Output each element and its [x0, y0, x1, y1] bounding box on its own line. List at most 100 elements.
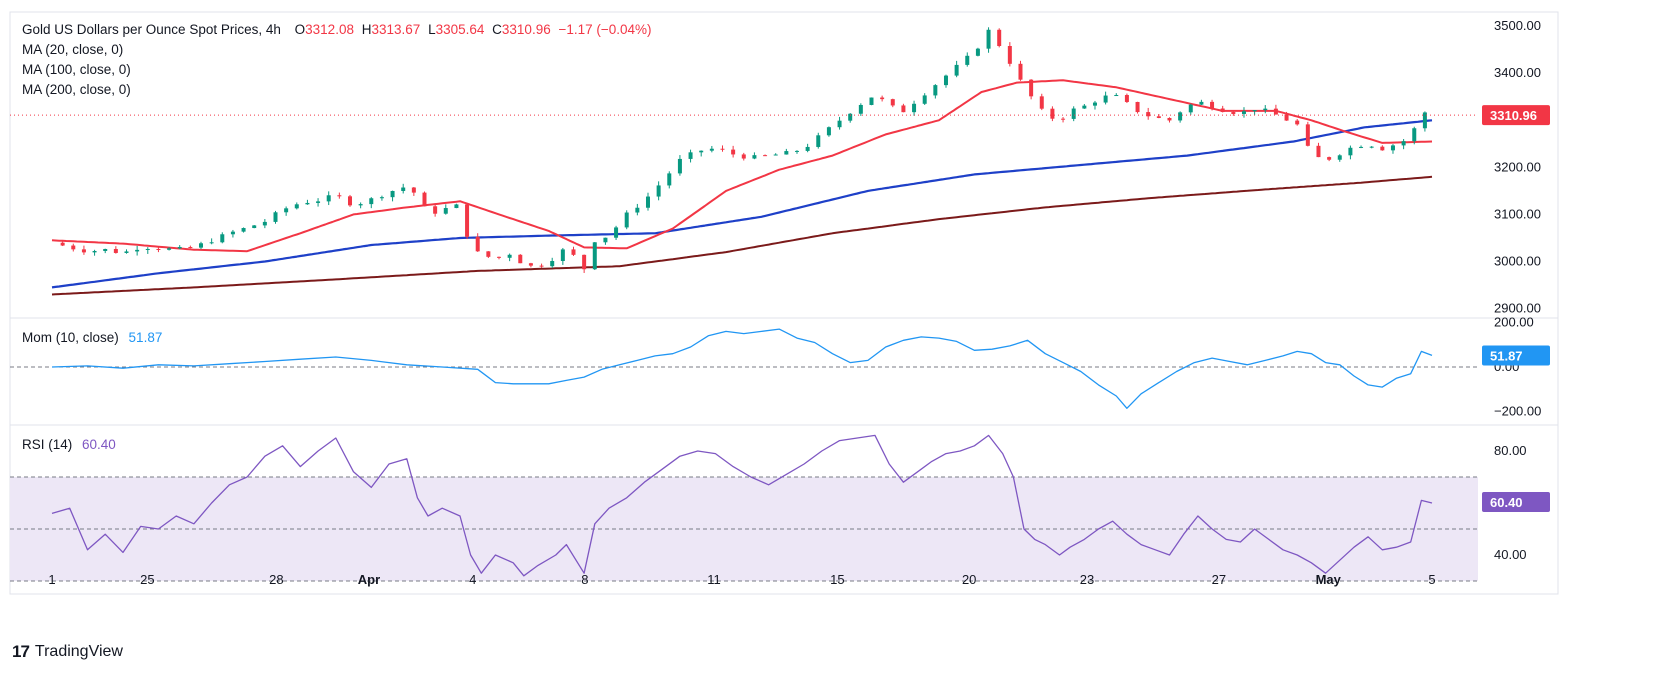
price-legend: Gold US Dollars per Ounce Spot Prices, 4… — [22, 22, 652, 37]
candle-down — [1284, 114, 1289, 121]
candle-down — [1039, 96, 1044, 109]
candle-up — [614, 227, 619, 238]
momentum-value-tag-bg — [1482, 345, 1550, 366]
candle-up — [273, 212, 278, 222]
close-label: C — [492, 22, 502, 37]
high-value: 3313.67 — [371, 22, 421, 37]
candle-down — [1050, 108, 1055, 119]
candle-up — [369, 198, 374, 205]
last-price-tag: 3310.96 — [1490, 108, 1537, 123]
candle-down — [582, 254, 587, 270]
ma100-line — [51, 119, 1433, 289]
price-tick-label: 2900.00 — [1494, 301, 1541, 316]
candle-down — [1007, 46, 1012, 64]
ma20-legend: MA (20, close, 0) — [22, 42, 124, 57]
candle-up — [784, 151, 789, 155]
candle-up — [688, 152, 693, 159]
candle-down — [337, 195, 342, 197]
candle-up — [1199, 101, 1204, 105]
x-tick-label: May — [1316, 572, 1342, 587]
candle-down — [60, 242, 65, 246]
candle-down — [720, 148, 725, 150]
candle-down — [731, 149, 736, 155]
x-tick-label: 4 — [469, 572, 476, 587]
tradingview-brand[interactable]: 17 TradingView — [12, 642, 123, 662]
candle-down — [518, 254, 523, 264]
candle-down — [422, 192, 427, 207]
candle-up — [954, 64, 959, 76]
rsi-value-tag: 60.40 — [1490, 495, 1523, 510]
candle-up — [560, 249, 565, 261]
candle-up — [943, 75, 948, 86]
open-value: 3312.08 — [305, 22, 354, 37]
rsi-label: RSI (14) — [22, 437, 73, 452]
candle-down — [81, 249, 86, 253]
change-value: −1.17 (−0.04%) — [558, 22, 652, 37]
candle-up — [284, 208, 289, 213]
price-tick-label: 3000.00 — [1494, 254, 1541, 269]
candle-down — [1167, 117, 1172, 121]
candle-down — [496, 256, 501, 258]
candle-down — [741, 154, 746, 159]
x-tick-label: 1 — [48, 572, 55, 587]
candle-up — [645, 196, 650, 208]
candle-up — [986, 29, 991, 49]
low-value: 3305.64 — [435, 22, 485, 37]
rsi-tick-label: 40.00 — [1494, 547, 1527, 562]
candle-down — [571, 249, 576, 255]
candle-up — [1178, 112, 1183, 121]
candle-down — [465, 204, 470, 237]
tradingview-name: TradingView — [34, 643, 123, 660]
candle-down — [1061, 118, 1066, 120]
candle-up — [1241, 111, 1246, 114]
x-tick-label: 11 — [707, 572, 721, 587]
candle-up — [667, 173, 672, 186]
candle-down — [347, 196, 352, 206]
low-label: L — [428, 22, 436, 37]
price-tick-label: 3200.00 — [1494, 159, 1541, 174]
candle-up — [635, 207, 640, 213]
last-price-tag-bg — [1482, 105, 1550, 126]
candle-up — [145, 248, 150, 250]
candle-up — [794, 150, 799, 152]
candle-down — [188, 246, 193, 248]
candle-up — [305, 202, 310, 205]
candle-down — [156, 248, 161, 250]
x-tick-label: 28 — [269, 572, 283, 587]
candle-down — [539, 265, 544, 267]
candle-down — [433, 206, 438, 214]
momentum-value: 51.87 — [128, 330, 163, 345]
candle-up — [326, 195, 331, 202]
candle-up — [1103, 95, 1108, 103]
high-label: H — [361, 22, 372, 37]
candle-up — [677, 158, 682, 174]
candle-up — [752, 155, 757, 159]
candle-down — [880, 97, 885, 100]
candle-down — [71, 245, 76, 250]
candle-up — [220, 234, 225, 243]
candle-up — [454, 204, 459, 209]
rsi-legend: RSI (14) 60.40 — [22, 437, 116, 452]
rsi-line — [51, 434, 1433, 577]
candle-up — [1188, 104, 1193, 113]
candle-up — [443, 208, 448, 214]
momentum-tick-label: −200.00 — [1494, 404, 1541, 419]
candle-up — [262, 221, 267, 226]
candle-up — [837, 120, 842, 128]
candle-up — [858, 104, 863, 114]
candle-up — [1092, 102, 1097, 106]
candle-down — [1327, 157, 1332, 160]
candle-up — [241, 228, 246, 232]
rsi-value-tag-bg — [1482, 491, 1550, 512]
candle-up — [1252, 110, 1257, 112]
price-tick-label: 3400.00 — [1494, 65, 1541, 80]
x-tick-label: 20 — [962, 572, 976, 587]
candle-up — [773, 154, 778, 156]
candle-down — [1273, 108, 1278, 115]
candle-up — [699, 150, 704, 153]
candle-up — [592, 242, 597, 270]
x-tick-label: 15 — [830, 572, 844, 587]
candle-down — [1135, 101, 1140, 113]
x-tick-label: 23 — [1080, 572, 1094, 587]
